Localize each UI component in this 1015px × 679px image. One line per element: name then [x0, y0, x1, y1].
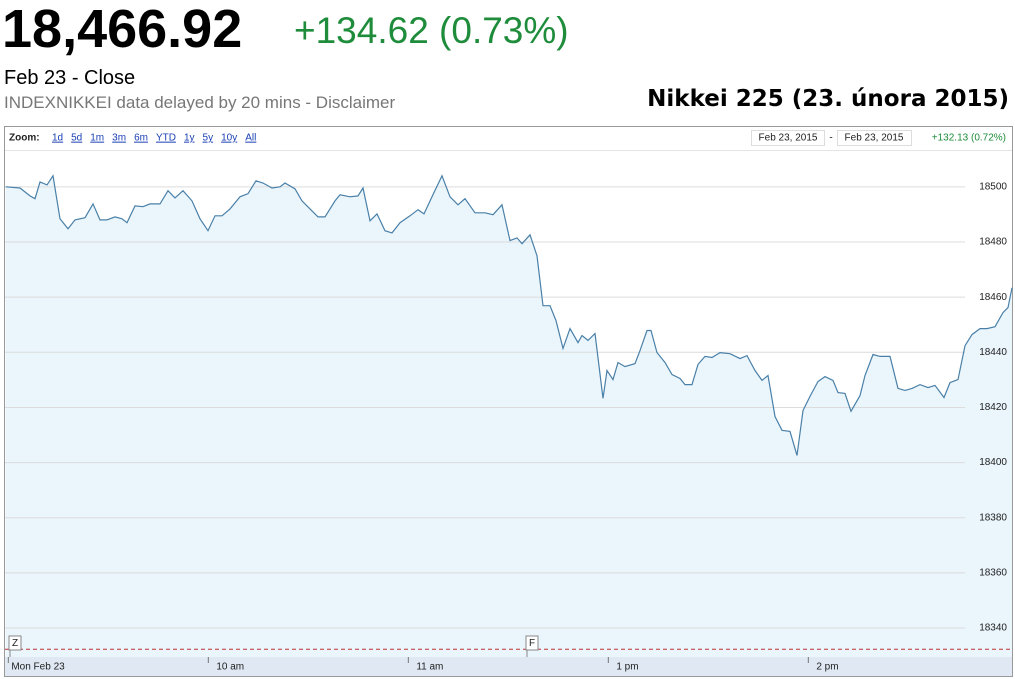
zoom-option[interactable]: 5d [71, 133, 82, 144]
zoom-option[interactable]: YTD [156, 133, 176, 144]
range-change: +132.13 (0.72%) [932, 133, 1006, 144]
y-tick-label: 18360 [979, 568, 1007, 579]
zoom-option[interactable]: 5y [203, 133, 214, 144]
y-tick-label: 18500 [979, 181, 1007, 192]
x-tick-label: 2 pm [816, 662, 838, 673]
x-tick-label: Mon Feb 23 [11, 662, 65, 673]
flag-label[interactable]: F [529, 638, 535, 649]
x-tick-label: 1 pm [616, 662, 638, 673]
y-tick-label: 18480 [979, 237, 1007, 248]
area-fill [5, 175, 1012, 658]
zoom-option[interactable]: 1m [90, 133, 104, 144]
zoom-option[interactable]: 10y [221, 133, 237, 144]
range-end[interactable]: Feb 23, 2015 [845, 133, 904, 144]
x-tick-label: 11 am [416, 662, 443, 673]
flag-label[interactable]: Z [12, 638, 18, 649]
y-tick-label: 18440 [979, 347, 1007, 358]
x-axis-band [5, 657, 1012, 676]
price-line [5, 174, 1013, 456]
range-start[interactable]: Feb 23, 2015 [759, 133, 818, 144]
delay-note[interactable]: INDEXNIKKEI data delayed by 20 mins - Di… [4, 93, 396, 112]
flag-box[interactable] [525, 635, 539, 651]
y-tick-label: 18340 [979, 623, 1007, 634]
zoom-label: Zoom: [9, 133, 40, 144]
price-change: +134.62 (0.73%) [294, 10, 569, 51]
range-box[interactable] [837, 130, 912, 146]
zoom-option[interactable]: 1d [52, 133, 63, 144]
y-tick-label: 18380 [979, 512, 1007, 523]
chart-title: Nikkei 225 (23. února 2015) [647, 86, 1009, 112]
close-label: Feb 23 - Close [4, 67, 136, 89]
zoom-option[interactable]: All [245, 133, 256, 144]
zoom-option[interactable]: 1y [184, 133, 195, 144]
y-tick-label: 18420 [979, 402, 1007, 413]
x-tick-label: 10 am [216, 662, 244, 673]
zoom-option[interactable]: 6m [134, 133, 148, 144]
y-tick-label: 18460 [979, 292, 1007, 303]
range-separator: - [829, 133, 832, 144]
zoom-option[interactable]: 3m [112, 133, 126, 144]
price: 18,466.92 [2, 0, 243, 59]
range-box[interactable] [751, 130, 825, 146]
y-tick-label: 18400 [979, 457, 1007, 468]
flag-box[interactable] [8, 635, 22, 651]
